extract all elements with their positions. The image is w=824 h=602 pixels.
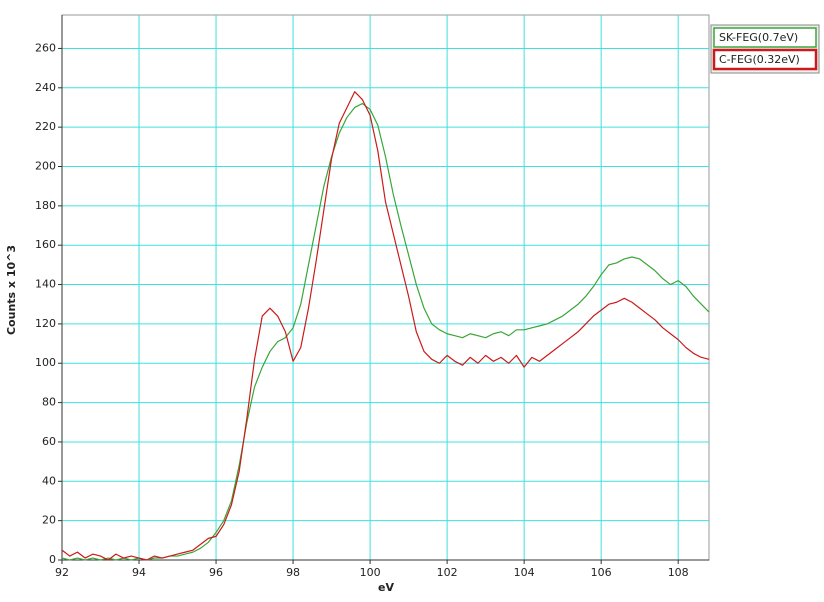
- x-tick-label: 92: [55, 566, 69, 579]
- y-tick-label: 260: [35, 41, 56, 54]
- y-tick-label: 240: [35, 81, 56, 94]
- x-tick-label: 102: [437, 566, 458, 579]
- legend-label: SK-FEG(0.7eV): [719, 31, 798, 44]
- x-tick-label: 94: [132, 566, 146, 579]
- y-tick-label: 200: [35, 159, 56, 172]
- x-tick-label: 100: [360, 566, 381, 579]
- y-tick-label: 0: [49, 553, 56, 566]
- x-tick-label: 108: [668, 566, 689, 579]
- y-tick-label: 40: [42, 474, 56, 487]
- y-tick-label: 80: [42, 396, 56, 409]
- legend-label: C-FEG(0.32eV): [719, 53, 800, 66]
- plot-area: [61, 14, 710, 561]
- y-tick-label: 20: [42, 514, 56, 527]
- legend-entry: [712, 48, 818, 71]
- y-tick-label: 120: [35, 317, 56, 330]
- y-tick-label: 100: [35, 356, 56, 369]
- y-tick-label: 140: [35, 278, 56, 291]
- y-tick-label: 160: [35, 238, 56, 251]
- x-axis-label: eV: [378, 581, 394, 594]
- y-axis-label: Counts x 10^3: [5, 245, 18, 335]
- y-tick-label: 180: [35, 199, 56, 212]
- data-line: [61, 91, 710, 561]
- y-tick-label: 220: [35, 120, 56, 133]
- x-tick-label: 98: [286, 566, 300, 579]
- x-tick-label: 106: [591, 566, 612, 579]
- legend-entry: [713, 27, 817, 48]
- x-tick-label: 104: [514, 566, 535, 579]
- y-tick-label: 60: [42, 435, 56, 448]
- x-tick-label: 96: [209, 566, 223, 579]
